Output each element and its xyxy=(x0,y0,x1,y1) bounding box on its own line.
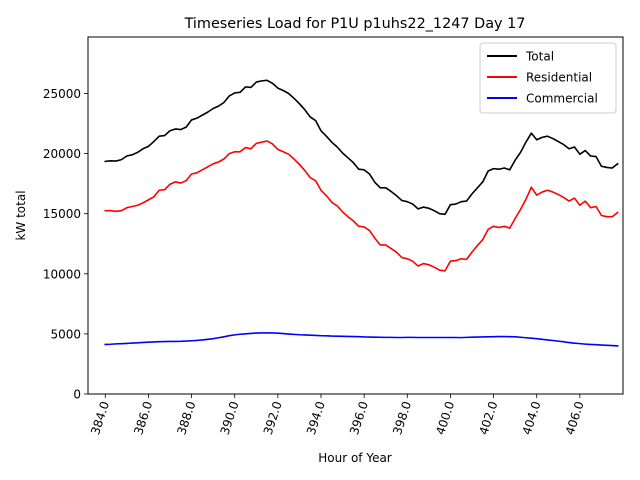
y-axis-label: kW total xyxy=(14,190,28,240)
y-tick-label: 10000 xyxy=(43,267,81,281)
y-tick-label: 5000 xyxy=(50,327,81,341)
y-tick-label: 15000 xyxy=(43,207,81,221)
series-line-total xyxy=(104,79,619,216)
legend-label-residential: Residential xyxy=(526,71,592,85)
chart-title: Timeseries Load for P1U p1uhs22_1247 Day… xyxy=(184,16,526,32)
y-tick-label: 0 xyxy=(73,388,81,402)
plot-frame xyxy=(87,36,624,395)
series-line-residential xyxy=(104,140,619,272)
y-tick-label: 25000 xyxy=(43,87,81,101)
y-tick-label: 20000 xyxy=(43,147,81,161)
legend-label-total: Total xyxy=(525,50,554,64)
series-layer xyxy=(104,79,619,347)
legend-box xyxy=(479,42,617,114)
legend: Total Residential Commercial xyxy=(479,42,617,114)
series-line-commercial xyxy=(104,332,619,347)
y-axis-ticks: 0 5000 10000 15000 20000 25000 xyxy=(43,87,88,402)
x-axis-label: Hour of Year xyxy=(318,451,392,465)
legend-label-commercial: Commercial xyxy=(526,92,598,106)
